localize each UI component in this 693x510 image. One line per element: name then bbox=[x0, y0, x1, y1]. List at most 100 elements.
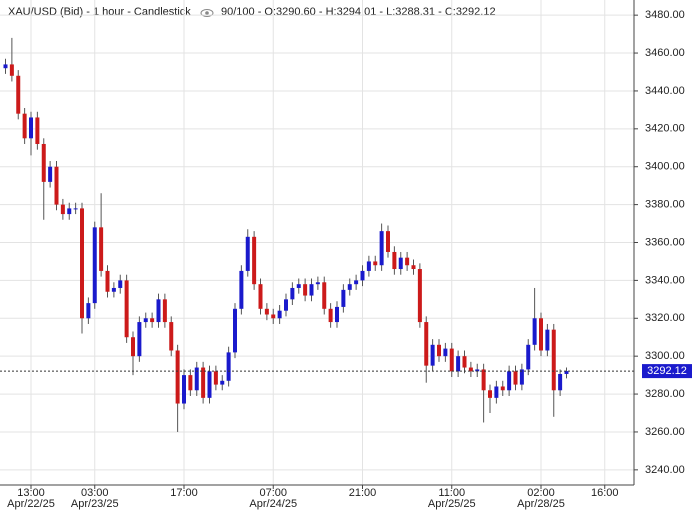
candle-body bbox=[143, 318, 148, 323]
candle bbox=[182, 369, 186, 410]
candle bbox=[315, 276, 320, 290]
candle bbox=[411, 259, 416, 275]
candle bbox=[322, 276, 327, 315]
eye-icon[interactable] bbox=[200, 9, 214, 17]
candle-body bbox=[86, 303, 91, 319]
candle-body bbox=[194, 367, 199, 391]
candle bbox=[9, 37, 14, 82]
candle bbox=[468, 361, 473, 378]
candle bbox=[99, 193, 104, 277]
candle-body bbox=[462, 356, 467, 368]
candle bbox=[437, 339, 441, 362]
candle bbox=[80, 202, 84, 334]
candle-body bbox=[341, 289, 346, 307]
candle-body bbox=[315, 282, 320, 285]
x-tick-label: 21:00 bbox=[349, 487, 377, 499]
x-tick-label: 16:00 bbox=[591, 487, 619, 499]
candle bbox=[264, 303, 269, 321]
x-date-label: Apr/22/25 bbox=[7, 498, 55, 510]
candle-body bbox=[322, 282, 327, 309]
candle bbox=[169, 316, 174, 357]
candle bbox=[22, 107, 27, 144]
candle bbox=[86, 297, 91, 324]
candle bbox=[303, 278, 308, 302]
candle-body bbox=[500, 386, 505, 391]
candle bbox=[456, 350, 461, 378]
candle bbox=[150, 312, 155, 328]
header-info: 90/100 - O:3290.60 - H:3294.01 - L:3288.… bbox=[221, 6, 496, 18]
candle-body bbox=[156, 299, 161, 323]
y-tick-label: 3400.00 bbox=[645, 161, 685, 173]
candle bbox=[131, 331, 135, 376]
candle bbox=[3, 58, 8, 74]
candle-body bbox=[137, 322, 142, 357]
candle-body bbox=[80, 208, 84, 319]
candle-body bbox=[564, 371, 569, 374]
candle bbox=[449, 342, 454, 378]
candle-body bbox=[245, 236, 250, 271]
last-price-label: 3292.12 bbox=[647, 365, 687, 377]
candle-body bbox=[513, 371, 518, 385]
candle bbox=[48, 161, 53, 188]
x-date-label: Apr/24/25 bbox=[249, 498, 297, 510]
candle bbox=[488, 384, 492, 414]
candle bbox=[201, 361, 206, 404]
y-tick-label: 3320.00 bbox=[645, 312, 685, 324]
candle bbox=[392, 246, 397, 275]
y-tick-label: 3460.00 bbox=[645, 47, 685, 59]
candle bbox=[252, 231, 257, 290]
candle bbox=[258, 278, 263, 315]
candle-body bbox=[532, 318, 537, 345]
candle-body bbox=[328, 308, 333, 323]
candle-body bbox=[449, 348, 454, 372]
candle-body bbox=[558, 373, 563, 391]
candle bbox=[564, 367, 569, 379]
candle-body bbox=[169, 322, 174, 351]
candle-body bbox=[379, 231, 384, 266]
y-tick-label: 3240.00 bbox=[645, 464, 685, 476]
candle-body bbox=[16, 75, 21, 114]
candle bbox=[137, 316, 142, 362]
candle bbox=[188, 369, 193, 396]
candle bbox=[417, 263, 422, 328]
candle bbox=[494, 380, 499, 404]
candle-body bbox=[392, 251, 397, 270]
y-tick-label: 3480.00 bbox=[645, 9, 685, 21]
candle-body bbox=[264, 308, 269, 315]
y-tick-label: 3440.00 bbox=[645, 85, 685, 97]
candle-body bbox=[150, 318, 155, 323]
candle bbox=[379, 223, 384, 271]
y-tick-label: 3300.00 bbox=[645, 350, 685, 362]
candle bbox=[41, 138, 46, 220]
candle-body bbox=[488, 390, 492, 398]
candle bbox=[481, 363, 486, 423]
candle bbox=[162, 293, 167, 328]
candle bbox=[398, 251, 403, 275]
eye-outline bbox=[200, 9, 214, 17]
candle bbox=[328, 303, 333, 328]
candle-body bbox=[22, 113, 27, 139]
candle-body bbox=[92, 227, 97, 304]
candle-body bbox=[54, 166, 59, 205]
candle-body bbox=[99, 227, 104, 271]
candle bbox=[335, 301, 339, 328]
candle-body bbox=[252, 236, 257, 285]
candle bbox=[16, 70, 21, 120]
candle-body bbox=[519, 369, 524, 385]
candle bbox=[430, 339, 435, 372]
candle-body bbox=[29, 117, 33, 139]
candle-body bbox=[551, 329, 556, 391]
candle bbox=[233, 303, 237, 359]
candle bbox=[513, 365, 518, 391]
candle-body bbox=[456, 356, 461, 372]
x-tick-label: 11:00 bbox=[438, 487, 465, 499]
y-tick-label: 3380.00 bbox=[645, 199, 685, 211]
candle bbox=[156, 293, 161, 328]
candle bbox=[341, 284, 346, 313]
y-tick-label: 3260.00 bbox=[645, 426, 685, 438]
candle bbox=[194, 361, 199, 396]
y-tick-label: 3420.00 bbox=[645, 123, 685, 135]
candle bbox=[519, 363, 524, 391]
candle-body bbox=[35, 117, 40, 144]
candle-body bbox=[475, 369, 480, 372]
